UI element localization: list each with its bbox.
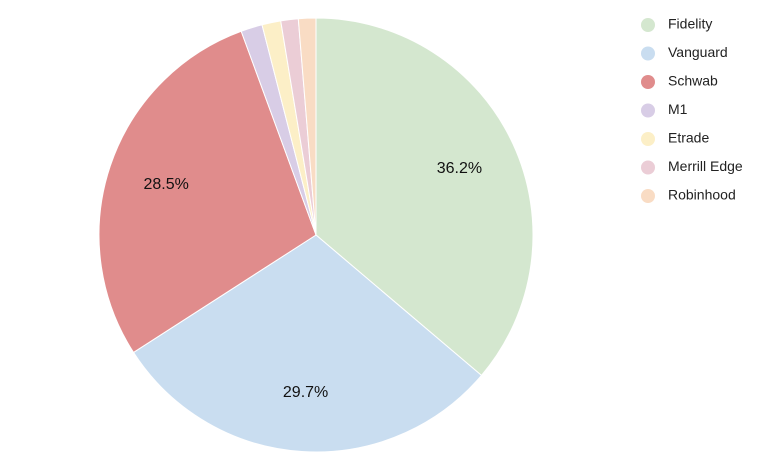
legend-swatch-schwab [641,75,655,89]
legend: Fidelity Vanguard Schwab M1 Etrade Merrill Ed… [641,16,743,203]
legend-swatch-robinhood [641,189,655,203]
legend-swatch-fidelity [641,18,655,32]
pie-slice-labels: 36.2% 29.7% 28.5% [144,160,483,401]
legend-label-fidelity: Fidelity [668,16,712,32]
slice-label-schwab: 28.5% [144,176,189,193]
legend-swatch-vanguard [641,46,655,61]
legend-swatch-m1 [641,103,655,118]
pie-slice-fidelity[interactable] [315,17,534,377]
legend-item-etrade[interactable]: Etrade [641,130,709,146]
legend-item-vanguard[interactable]: Vanguard [641,44,728,61]
legend-item-fidelity[interactable]: Fidelity [641,16,712,32]
legend-label-robinhood: Robinhood [668,187,736,203]
legend-label-etrade: Etrade [668,130,709,146]
legend-item-schwab[interactable]: Schwab [641,73,718,89]
legend-swatch-merrill-edge [641,160,655,175]
legend-label-vanguard: Vanguard [668,44,728,60]
slice-label-fidelity: 36.2% [437,160,482,177]
legend-item-m1[interactable]: M1 [641,101,688,118]
legend-item-robinhood[interactable]: Robinhood [641,187,736,203]
pie-slice-vanguard[interactable] [132,234,483,453]
pie-slice-schwab[interactable] [98,30,317,354]
legend-item-merrill-edge[interactable]: Merrill Edge [641,158,743,175]
legend-label-schwab: Schwab [668,73,718,89]
pie-slices [98,17,534,453]
legend-label-merrill-edge: Merrill Edge [668,158,743,174]
pie-slice-robinhood[interactable] [297,17,317,236]
slice-label-vanguard: 29.7% [283,384,328,401]
legend-swatch-etrade [641,132,655,146]
legend-label-m1: M1 [668,101,688,117]
